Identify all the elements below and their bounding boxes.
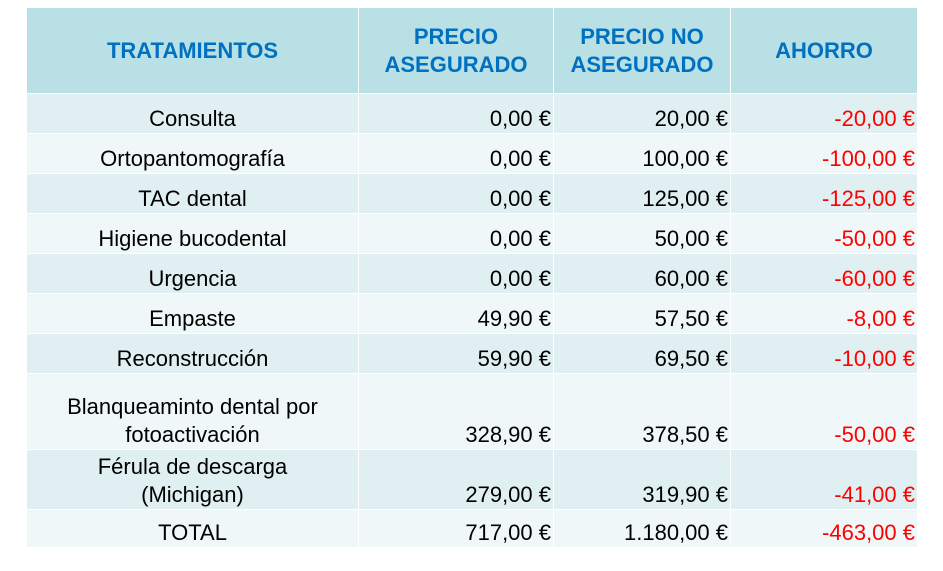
uninsured-price-cell: 378,50 €	[554, 374, 731, 449]
insured-price-cell: 0,00 €	[359, 174, 554, 213]
table-row: Ortopantomografía 0,00 € 100,00 € -100,0…	[27, 134, 917, 174]
total-uninsured-cell: 1.180,00 €	[554, 510, 731, 547]
table-total-row: TOTAL 717,00 € 1.180,00 € -463,00 €	[27, 510, 917, 548]
treatment-cell: Consulta	[27, 94, 359, 133]
saving-cell: -50,00 €	[834, 226, 915, 251]
insured-price-cell: 49,90 €	[359, 294, 554, 333]
insured-price-cell: 59,90 €	[359, 334, 554, 373]
treatment-cell: Ortopantomografía	[27, 134, 359, 173]
insured-price-cell: 328,90 €	[359, 374, 554, 449]
treatment-cell: Urgencia	[27, 254, 359, 293]
uninsured-price-cell: 319,90 €	[554, 450, 731, 509]
uninsured-price-cell: 69,50 €	[554, 334, 731, 373]
treatment-cell: Reconstrucción	[27, 334, 359, 373]
total-saving-cell: -463,00 €	[822, 520, 915, 545]
uninsured-price-cell: 20,00 €	[554, 94, 731, 133]
header-uninsured-price: PRECIO NO ASEGURADO	[554, 8, 731, 93]
header-treatments: TRATAMIENTOS	[27, 8, 359, 93]
table-row: Blanqueaminto dental por fotoactivación …	[27, 374, 917, 450]
table-row: Reconstrucción 59,90 € 69,50 € -10,00 €	[27, 334, 917, 374]
table-row: Consulta 0,00 € 20,00 € -20,00 €	[27, 94, 917, 134]
saving-cell: -20,00 €	[834, 106, 915, 131]
table-row: Urgencia 0,00 € 60,00 € -60,00 €	[27, 254, 917, 294]
insured-price-cell: 0,00 €	[359, 134, 554, 173]
insured-price-cell: 279,00 €	[359, 450, 554, 509]
table-row: Higiene bucodental 0,00 € 50,00 € -50,00…	[27, 214, 917, 254]
table-row: Férula de descarga (Michigan) 279,00 € 3…	[27, 450, 917, 510]
saving-cell: -10,00 €	[834, 346, 915, 371]
insured-price-cell: 0,00 €	[359, 214, 554, 253]
saving-cell: -60,00 €	[834, 266, 915, 291]
insured-price-cell: 0,00 €	[359, 94, 554, 133]
header-insured-price: PRECIO ASEGURADO	[359, 8, 554, 93]
table-row: Empaste 49,90 € 57,50 € -8,00 €	[27, 294, 917, 334]
table-row: TAC dental 0,00 € 125,00 € -125,00 €	[27, 174, 917, 214]
treatment-cell: Férula de descarga (Michigan)	[27, 450, 359, 509]
table-header-row: TRATAMIENTOS PRECIO ASEGURADO PRECIO NO …	[27, 8, 917, 94]
price-comparison-table: TRATAMIENTOS PRECIO ASEGURADO PRECIO NO …	[27, 8, 917, 548]
saving-cell: -41,00 €	[834, 482, 915, 507]
saving-cell: -100,00 €	[822, 146, 915, 171]
treatment-cell: TAC dental	[27, 174, 359, 213]
saving-cell: -50,00 €	[834, 422, 915, 447]
uninsured-price-cell: 57,50 €	[554, 294, 731, 333]
saving-cell: -125,00 €	[822, 186, 915, 211]
insured-price-cell: 0,00 €	[359, 254, 554, 293]
total-label-cell: TOTAL	[27, 510, 359, 547]
uninsured-price-cell: 125,00 €	[554, 174, 731, 213]
treatment-cell: Blanqueaminto dental por fotoactivación	[27, 374, 359, 449]
uninsured-price-cell: 50,00 €	[554, 214, 731, 253]
treatment-cell: Empaste	[27, 294, 359, 333]
treatment-cell: Higiene bucodental	[27, 214, 359, 253]
total-insured-cell: 717,00 €	[359, 510, 554, 547]
uninsured-price-cell: 60,00 €	[554, 254, 731, 293]
header-saving: AHORRO	[775, 37, 873, 63]
uninsured-price-cell: 100,00 €	[554, 134, 731, 173]
saving-cell: -8,00 €	[846, 306, 916, 331]
